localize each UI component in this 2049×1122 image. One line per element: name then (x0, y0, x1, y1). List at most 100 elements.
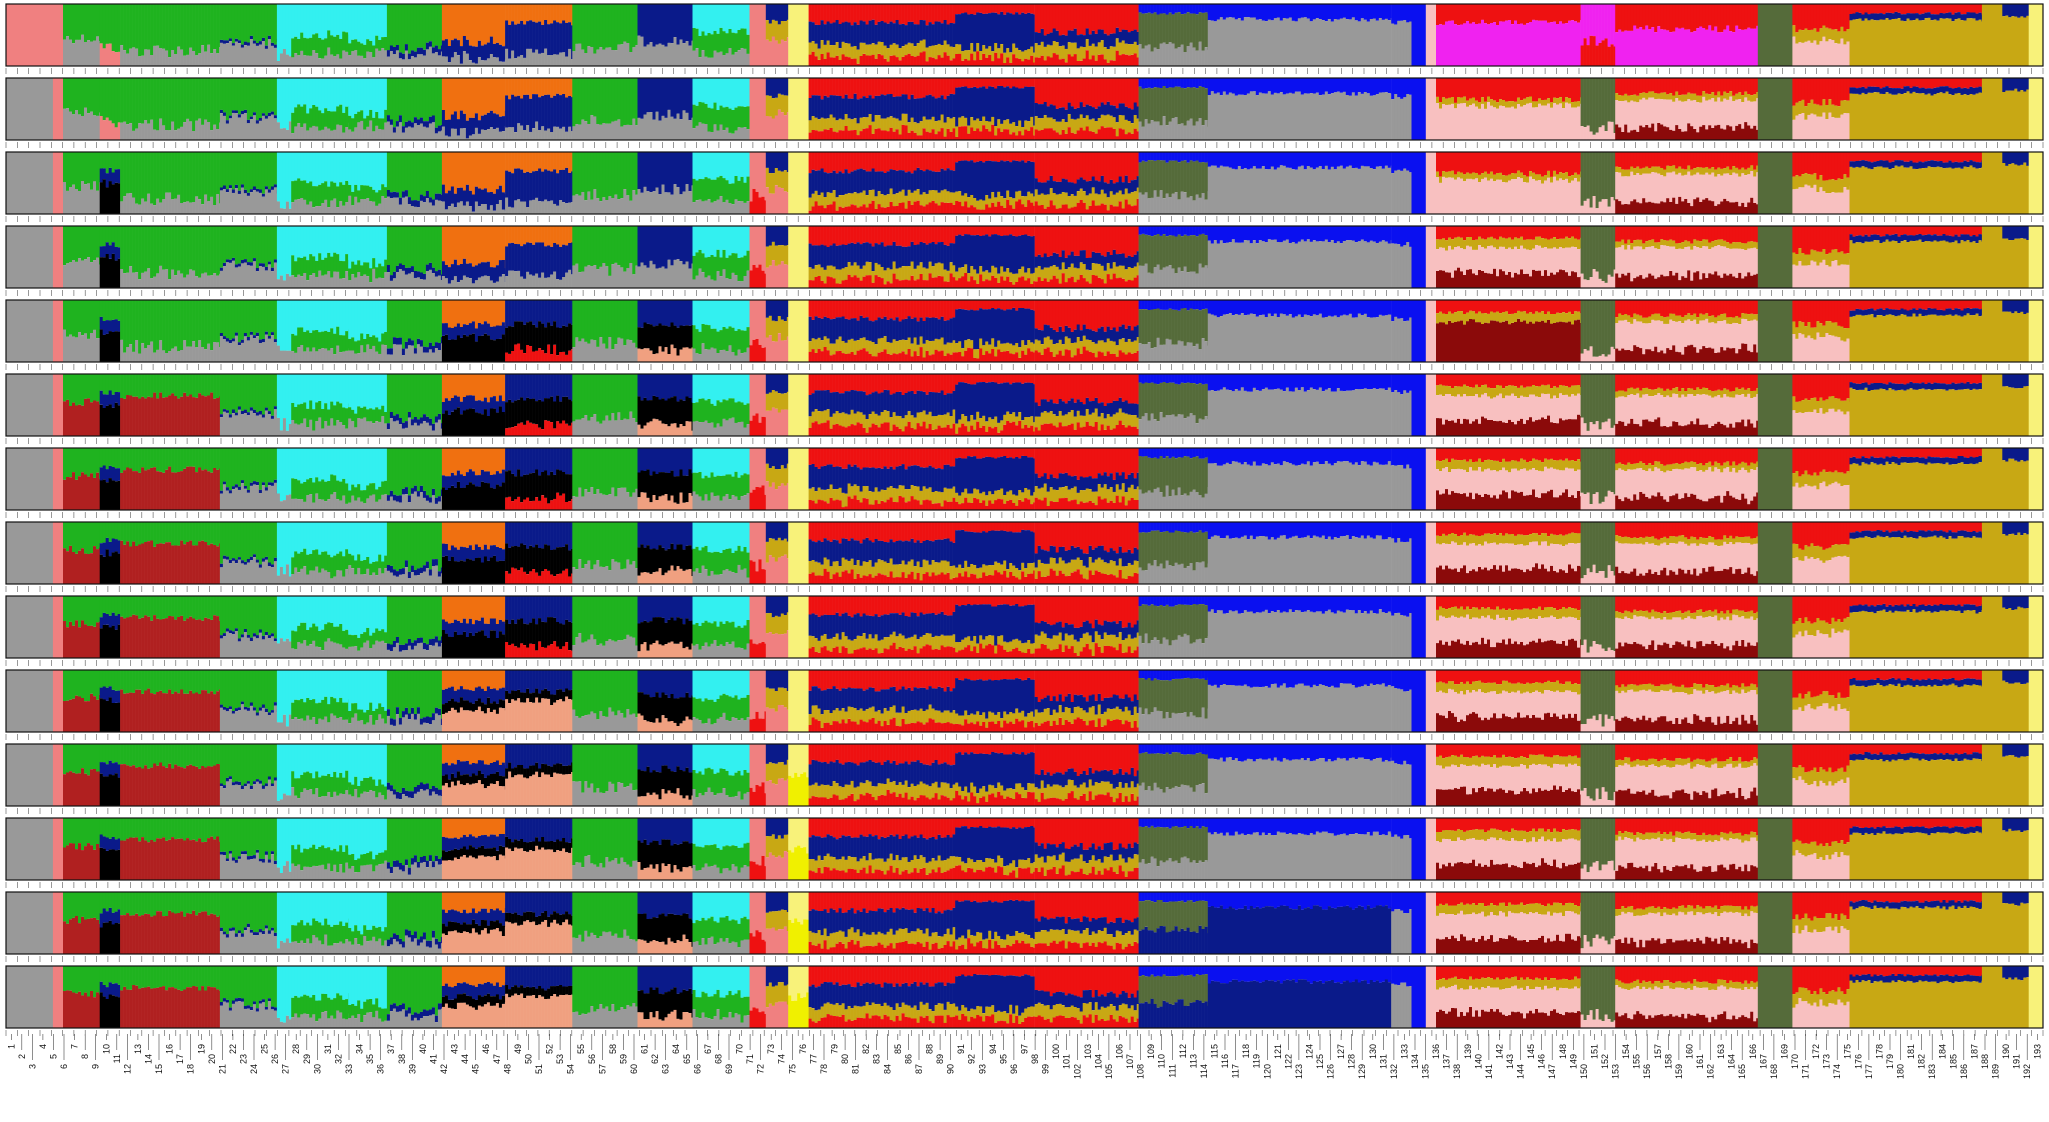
ancestry-bar (1943, 13, 1946, 18)
ancestry-bar (384, 37, 387, 50)
ancestry-bar (920, 20, 923, 41)
ancestry-bar (1843, 31, 1846, 44)
ancestry-bar (794, 78, 797, 140)
ancestry-bar (1104, 128, 1107, 140)
ancestry-bar (265, 49, 268, 66)
ancestry-bar (550, 132, 553, 140)
ancestry-bar (668, 4, 671, 43)
ancestry-bar (941, 45, 944, 58)
ancestry-bar (342, 4, 345, 32)
ancestry-bar (693, 78, 696, 105)
ancestry-bar (454, 4, 457, 39)
ancestry-bar (714, 31, 717, 51)
ancestry-bar (277, 78, 280, 122)
ancestry-bar (955, 44, 958, 54)
ancestry-bar (1547, 23, 1550, 66)
ancestry-bar (535, 94, 538, 121)
ancestry-bar (1605, 4, 1608, 38)
ancestry-bar (1190, 14, 1193, 43)
ancestry-bar (1868, 14, 1871, 20)
ancestry-bar (1172, 4, 1175, 14)
ancestry-bar (1154, 4, 1157, 12)
ancestry-bar (1059, 122, 1062, 135)
ancestry-bar (526, 4, 529, 21)
ancestry-bar (890, 94, 893, 116)
ancestry-bar (559, 53, 562, 66)
ancestry-bar (1125, 30, 1128, 44)
ancestry-bar (1565, 23, 1568, 66)
ancestry-bar (1113, 61, 1116, 66)
ancestry-bar (845, 78, 848, 95)
ancestry-bar (481, 60, 484, 66)
ancestry-bar (220, 4, 223, 40)
ancestry-bar (429, 124, 432, 140)
ancestry-bar (851, 119, 854, 130)
ancestry-bar (150, 120, 153, 140)
ancestry-bar (1071, 133, 1074, 140)
ancestry-bar (417, 78, 420, 120)
ancestry-bar (526, 125, 529, 140)
ancestry-bar (1131, 44, 1134, 55)
ancestry-bar (1587, 4, 1590, 45)
ancestry-bar (1131, 123, 1134, 134)
ancestry-bar (626, 4, 629, 43)
ancestry-bar (442, 41, 445, 57)
ancestry-bar (472, 78, 475, 118)
ancestry-bar (1432, 4, 1435, 66)
ancestry-bar (1139, 78, 1142, 87)
ancestry-bar (1148, 88, 1151, 124)
ancestry-bar (932, 46, 935, 58)
ancestry-bar (496, 128, 499, 140)
ancestry-bar (744, 49, 747, 66)
ancestry-bar (644, 4, 647, 47)
ancestry-bar (702, 4, 705, 31)
ancestry-bar (262, 4, 265, 38)
ancestry-bar (708, 4, 711, 33)
ancestry-bar (775, 78, 778, 98)
ancestry-bar (1636, 29, 1639, 66)
ancestry-bar (839, 96, 842, 119)
ancestry-bar (902, 125, 905, 140)
ancestry-bar (1009, 88, 1012, 124)
ancestry-bar (1463, 23, 1466, 66)
ancestry-bar (547, 78, 550, 95)
ancestry-bar (596, 50, 599, 66)
ancestry-bar (1785, 4, 1788, 66)
ancestry-bar (1116, 78, 1119, 108)
ancestry-bar (520, 126, 523, 140)
ancestry-bar (210, 4, 213, 53)
ancestry-bar (711, 109, 714, 133)
ancestry-bar (1083, 107, 1086, 118)
ancestry-bar (991, 117, 994, 125)
ancestry-bar (732, 78, 735, 110)
ancestry-bar (1611, 44, 1614, 66)
ancestry-bar (1596, 46, 1599, 66)
ancestry-bar (511, 95, 514, 128)
ancestry-bar (147, 4, 150, 50)
ancestry-bar (345, 4, 348, 32)
ancestry-bar (66, 36, 69, 66)
ancestry-bar (150, 55, 153, 66)
ancestry-bar (511, 127, 514, 140)
ancestry-bar (553, 54, 556, 66)
ancestry-bar (1137, 4, 1139, 32)
ancestry-bar (1792, 25, 1795, 36)
ancestry-bar (935, 121, 938, 134)
ancestry-bar (1316, 18, 1319, 66)
ancestry-bar (466, 4, 469, 40)
ancestry-bar (1116, 38, 1119, 50)
ancestry-bar (336, 54, 339, 66)
ancestry-bar (204, 4, 207, 52)
ancestry-bar (1038, 58, 1041, 66)
ancestry-bar (226, 124, 229, 141)
ancestry-bar (1145, 88, 1148, 119)
ancestry-bar (659, 78, 662, 121)
ancestry-bar (1367, 22, 1370, 66)
ancestry-bar (878, 78, 881, 96)
ancestry-bar (1050, 104, 1053, 117)
ancestry-bar (312, 34, 315, 50)
ancestry-bar (568, 127, 571, 140)
ancestry-bar (487, 58, 490, 66)
ancestry-bar (1301, 18, 1304, 67)
ancestry-bar (1024, 87, 1027, 121)
